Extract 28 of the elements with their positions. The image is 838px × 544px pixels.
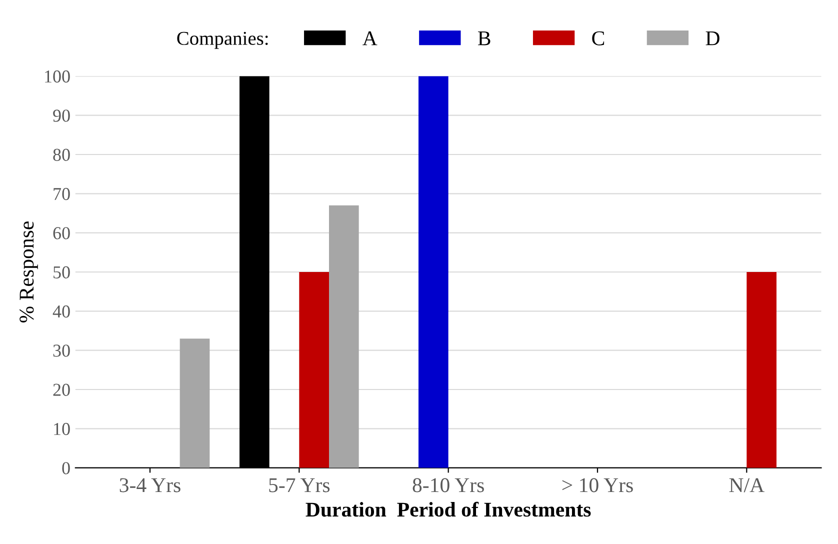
x-tick-label: 8-10 Yrs [412, 478, 484, 492]
legend-label: A [362, 31, 378, 46]
y-tick-label: 0 [62, 462, 70, 474]
legend-label: D [706, 31, 720, 46]
legend-title: Companies: [177, 32, 268, 49]
y-tick-label: 30 [53, 344, 70, 357]
y-tick-label: 40 [52, 305, 70, 318]
y-tick-label: 20 [53, 384, 70, 396]
y-tick-label: 50 [54, 266, 70, 278]
x-axis-title: Duration Period of Investments [306, 502, 591, 517]
y-tick-label: 90 [53, 110, 70, 122]
legend-label: B [478, 31, 490, 46]
y-tick-label: 70 [54, 188, 70, 200]
bar [299, 272, 329, 468]
y-tick-label: 80 [53, 148, 70, 161]
bar [329, 205, 359, 468]
bar [418, 76, 448, 468]
bar [180, 338, 210, 468]
bar [746, 272, 776, 468]
y-axis-title: % Response [20, 222, 38, 322]
x-tick-label: > 10 Yrs [562, 478, 633, 492]
y-tick-label: 100 [45, 70, 70, 83]
y-tick-label: 10 [54, 422, 70, 436]
x-tick-label: 5-7 Yrs [269, 478, 330, 492]
x-tick-label: 3-4 Yrs [120, 478, 180, 492]
legend-label: C [592, 31, 604, 46]
y-tick-label: 60 [53, 227, 70, 240]
x-tick-label: N/A [729, 478, 764, 492]
